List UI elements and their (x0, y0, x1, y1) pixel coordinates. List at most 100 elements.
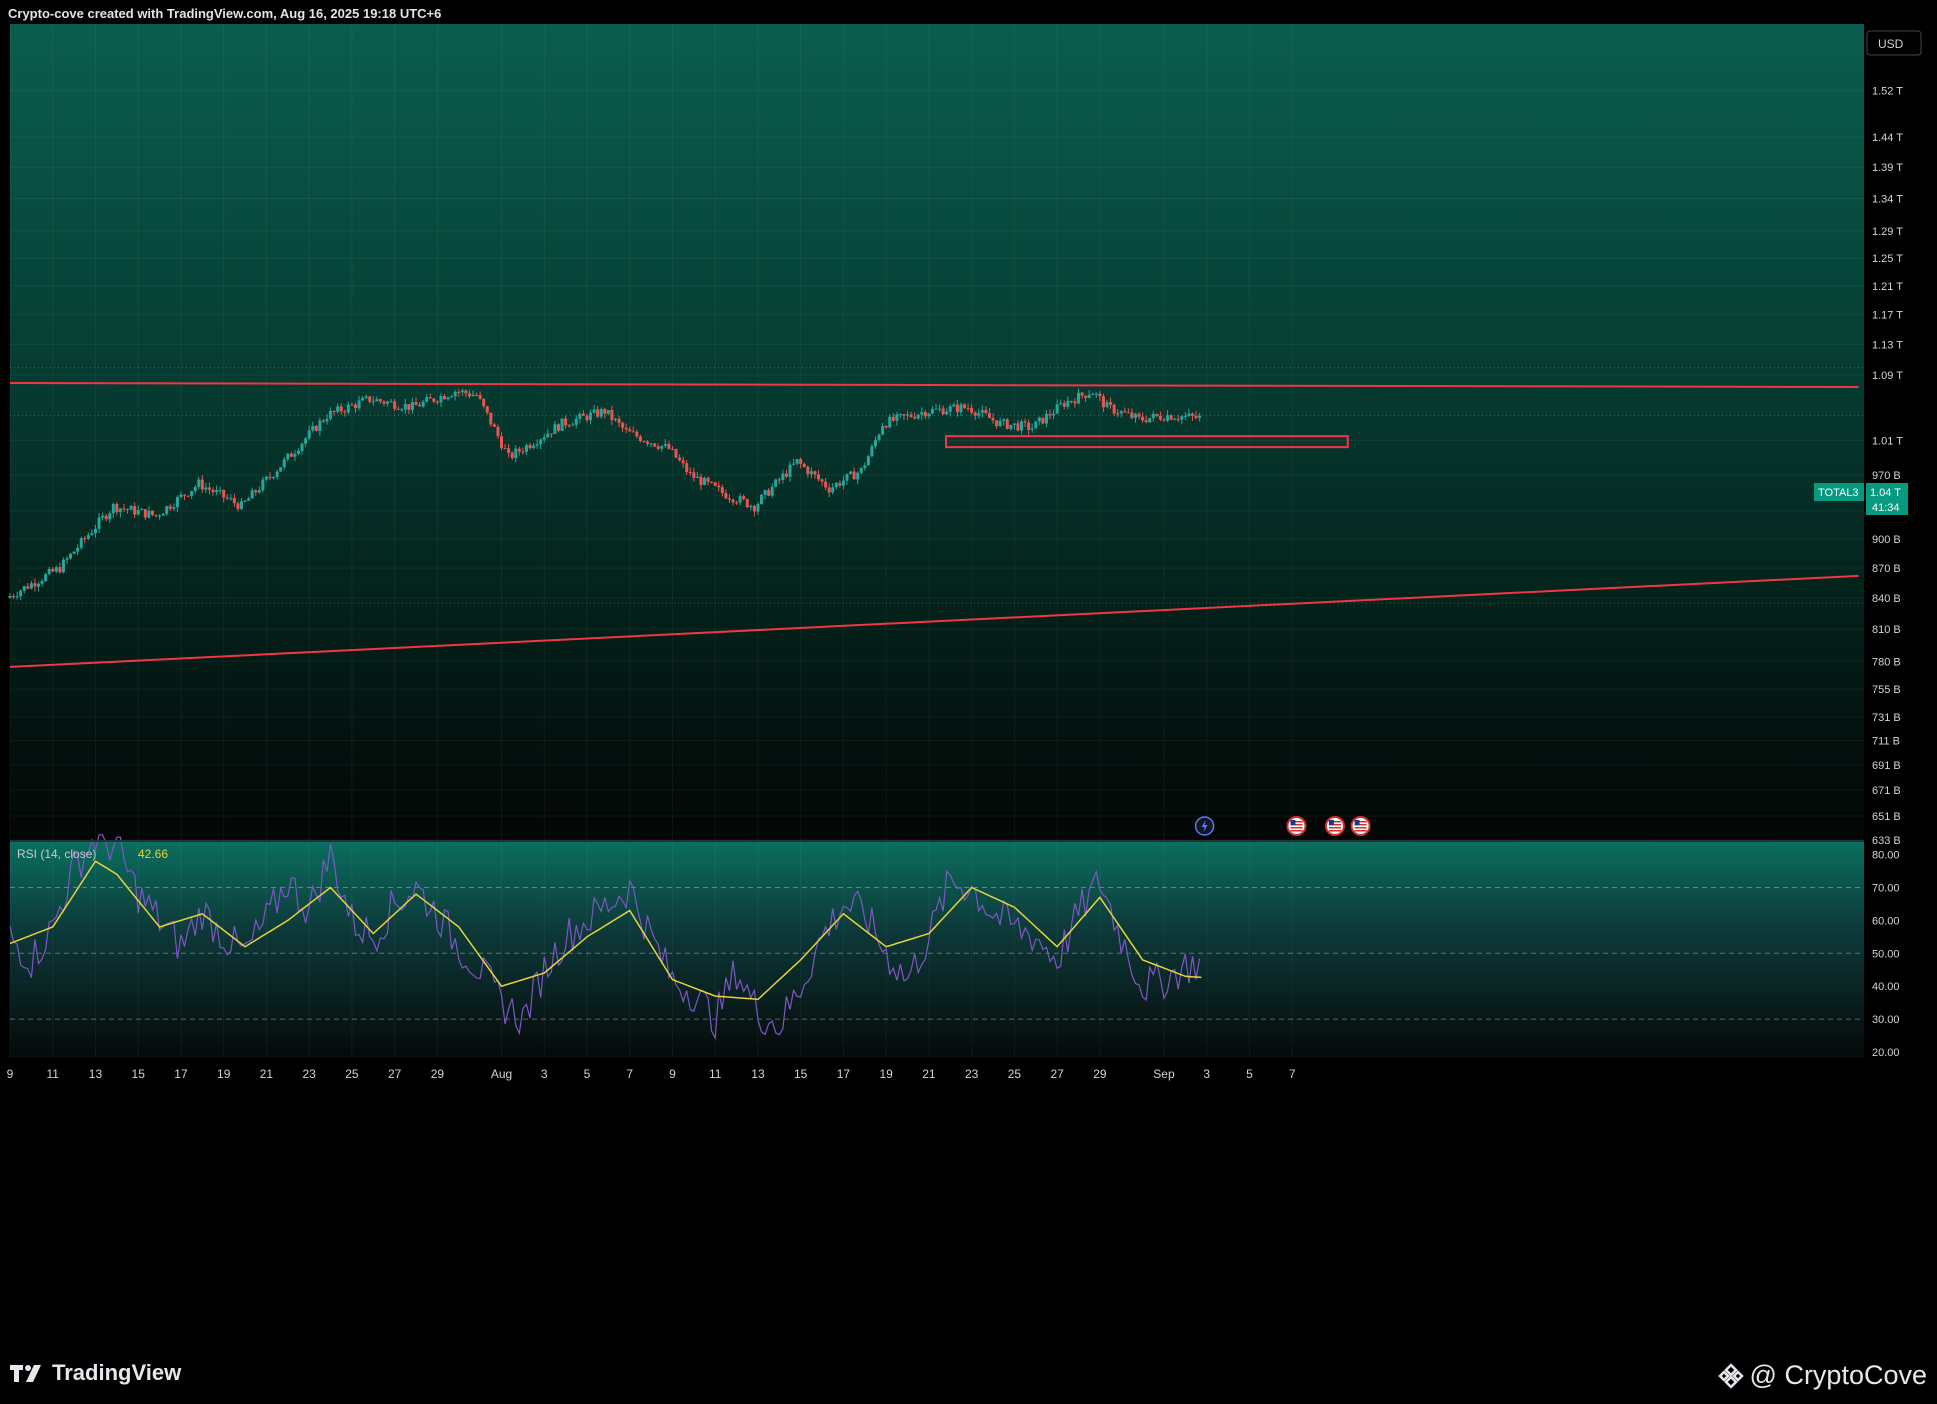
candle (407, 404, 411, 415)
candle (695, 471, 699, 478)
candle (635, 429, 639, 439)
candle (528, 442, 532, 450)
time-tick-label: 19 (879, 1067, 893, 1081)
candle (930, 406, 934, 415)
us-flag-icon[interactable] (1324, 816, 1345, 836)
candle (938, 404, 942, 412)
candle (389, 398, 393, 403)
candle (524, 443, 528, 455)
chart-frame[interactable]: RSI (14, close) 42.66 9 11 13 15 17 19 21 23 25 2… (0, 24, 1937, 1344)
candle (168, 503, 172, 511)
last-price-badge (1866, 483, 1908, 515)
candle (1052, 409, 1056, 420)
candle (881, 422, 885, 436)
candle (1069, 400, 1073, 404)
candle (1180, 415, 1184, 425)
time-tick-label: 13 (751, 1067, 765, 1081)
candle (111, 502, 115, 519)
price-tick-label: 1.17 T (1872, 310, 1903, 322)
candle (240, 497, 244, 510)
candle (1098, 390, 1102, 402)
candle (856, 471, 860, 485)
rsi-tick-label: 80.00 (1872, 850, 1900, 862)
candle (161, 513, 165, 516)
candle (710, 481, 714, 484)
candle (453, 390, 457, 401)
rsi-pane[interactable] (10, 842, 1864, 1058)
candle (1027, 419, 1031, 435)
time-axis-labels: 9 11 13 15 17 19 21 23 25 27 29 Aug 3 5 7 9 11 13 15 17 19 21… (7, 1067, 1296, 1081)
candle (378, 398, 382, 404)
time-tick-label: 5 (1246, 1067, 1253, 1081)
candle (941, 405, 945, 416)
candle (631, 426, 635, 433)
price-axis[interactable] (1864, 24, 1937, 1088)
candle (517, 446, 521, 456)
resistance-trendline[interactable] (9, 382, 1859, 389)
candle (685, 459, 689, 475)
candle (539, 438, 543, 450)
candle (261, 476, 265, 493)
candle (1080, 391, 1084, 399)
currency-badge[interactable] (1866, 30, 1922, 56)
candle (1158, 411, 1162, 421)
price-tick-label: 1.13 T (1872, 339, 1903, 351)
time-tick-label: 3 (1203, 1067, 1210, 1081)
candle (820, 478, 824, 486)
candle (792, 458, 796, 466)
candle (104, 514, 108, 522)
candle (909, 411, 913, 419)
time-tick-label: 21 (260, 1067, 274, 1081)
price-pane[interactable] (10, 24, 1864, 840)
demand-zone-box[interactable] (945, 435, 1349, 449)
candle (435, 400, 439, 405)
candle (1187, 408, 1191, 418)
price-tick-label: 755 B (1872, 684, 1901, 696)
rsi-tick-label: 20.00 (1872, 1047, 1900, 1059)
candle (54, 565, 58, 574)
candle (1055, 399, 1059, 415)
us-flag-icon[interactable] (1350, 816, 1371, 836)
candle (970, 404, 974, 415)
candle (350, 402, 354, 406)
us-flag-icon[interactable] (1286, 816, 1307, 836)
candle (126, 508, 130, 514)
lightning-icon[interactable] (1194, 816, 1215, 836)
candle (959, 402, 963, 417)
candle (101, 512, 105, 521)
candle (339, 403, 343, 415)
tradingview-logo-icon (10, 1365, 41, 1382)
candle (984, 406, 988, 415)
time-tick-label: 5 (584, 1067, 591, 1081)
candle (1155, 413, 1159, 418)
candle (1077, 388, 1080, 404)
candle (977, 408, 981, 419)
chart-caption: Crypto-cove created with TradingView.com… (8, 6, 442, 21)
tradingview-footer-logo[interactable]: TradingView (10, 1360, 181, 1386)
support-trendline[interactable] (9, 574, 1859, 668)
candle (859, 467, 863, 475)
event-markers[interactable] (1194, 816, 1371, 836)
rsi-title[interactable]: RSI (14, close) (17, 847, 96, 861)
candle (300, 442, 304, 455)
time-tick-label: 13 (89, 1067, 103, 1081)
candle (489, 412, 493, 427)
time-axis[interactable] (10, 1058, 1864, 1088)
time-tick-label: 15 (132, 1067, 146, 1081)
candle (674, 448, 678, 459)
candle (638, 434, 642, 443)
candle (457, 389, 461, 397)
symbol-badge[interactable] (1814, 483, 1864, 501)
candle (920, 407, 924, 420)
candle (596, 406, 600, 419)
drawings[interactable] (9, 382, 1859, 668)
candle (756, 501, 760, 515)
candle (681, 456, 685, 468)
candle (421, 399, 425, 408)
candle (1073, 398, 1077, 408)
candle (813, 470, 817, 479)
candle (1016, 419, 1020, 432)
price-tick-label: 1.09 T (1872, 370, 1903, 382)
candle (913, 412, 917, 420)
candle (122, 504, 126, 513)
